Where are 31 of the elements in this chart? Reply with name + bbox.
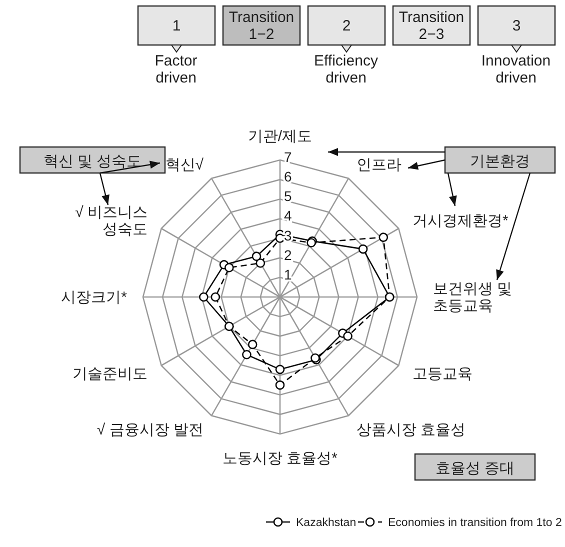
text: 혁신 및 성숙도 (43, 153, 142, 170)
y-tick-label: 7 (284, 149, 292, 165)
y-tick-label: 1 (284, 266, 292, 282)
text: 1 (172, 18, 181, 34)
y-tick-label: 5 (284, 188, 292, 204)
spoke-label: 혁신√ (165, 156, 204, 174)
y-tick-label: 2 (284, 246, 292, 263)
y-tick-label: 4 (284, 208, 292, 224)
y-tick-label: 6 (284, 168, 292, 185)
text: 기본환경 (470, 153, 530, 170)
text: Transition 2−3 (398, 8, 464, 44)
spoke-label: 노동시장 효율성* (222, 450, 338, 467)
legend-label: Kazakhstan (296, 517, 356, 529)
text: 효율성 증대 (435, 460, 515, 477)
text: Efficiency driven (314, 52, 378, 87)
spoke-label: 기관/제도 (248, 128, 312, 145)
spoke-label: 상품시장 효율성 (356, 422, 466, 438)
text: 3 (512, 18, 521, 34)
text: 2 (342, 18, 351, 34)
spoke-label: 시장크기* (61, 289, 128, 306)
text: Transition 1−2 (228, 8, 294, 44)
spoke-label: √ 금융시장 발전 (96, 422, 204, 438)
text: Innovation driven (481, 52, 551, 87)
legend-label: Economies in transition from 1to 2 (388, 517, 562, 529)
spoke-label: 기술준비도 (72, 366, 148, 382)
spoke-label: 보건위생 및 초등교육 (433, 280, 512, 315)
spoke-label: 거시경제환경* (412, 212, 508, 230)
spoke-label: 인프라 (356, 156, 402, 174)
spoke-label: √ 비즈니스 성숙도 (75, 204, 148, 238)
text: Factor driven (154, 52, 198, 87)
spoke-label: 고등교육 (412, 366, 472, 382)
